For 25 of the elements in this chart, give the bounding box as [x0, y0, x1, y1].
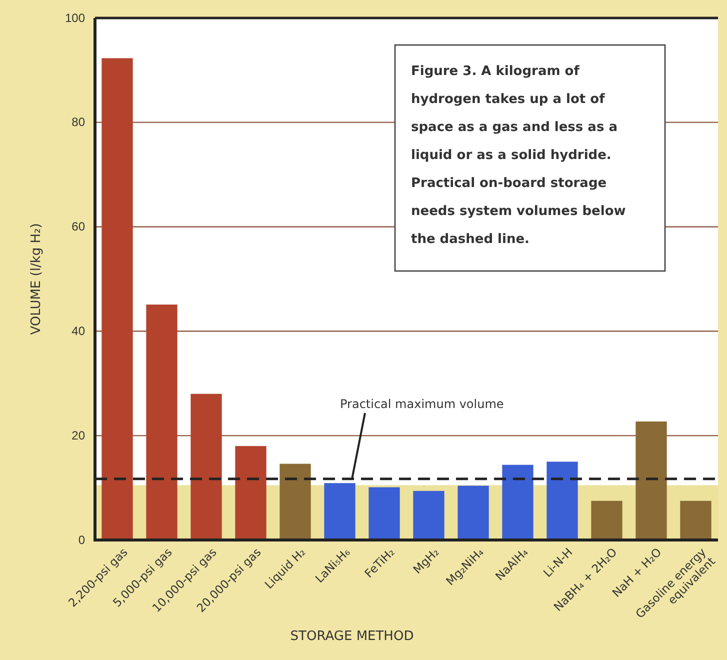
x-axis-title: STORAGE METHOD: [290, 629, 414, 644]
y-tick-label: 0: [78, 532, 86, 547]
ref-line-label: Practical maximum volume: [340, 397, 504, 411]
y-tick-label: 80: [72, 115, 86, 130]
bar: [680, 500, 712, 540]
bar: [190, 394, 222, 540]
bar: [235, 446, 266, 540]
y-tick-label: 40: [72, 324, 86, 338]
y-tick-label: 60: [72, 220, 86, 234]
y-axis-title: VOLUME (l/kg H₂): [29, 223, 44, 335]
bar: [280, 464, 311, 540]
y-tick-label: 100: [64, 10, 86, 25]
bar: [102, 58, 133, 540]
bar: [502, 464, 534, 540]
caption-box: Figure 3. A kilogram of hydrogen takes up a lot of space as a gas and less as a liquid or as a solid hydride. Practical on-board storage needs system volumes below the dashed line.: [394, 44, 666, 272]
bar: [591, 500, 622, 540]
bar: [368, 487, 400, 540]
y-tick-label: 20: [72, 428, 86, 442]
bar: [413, 490, 444, 540]
bar: [324, 483, 356, 540]
bar: [636, 422, 667, 540]
annotation: Figure 3. A kilogram of hydrogen takes up a lot of space as a gas and less as a liquid or as a solid hydride. Practical on-board storage needs system volumes below the dashed line.: [411, 64, 626, 247]
bar: [546, 462, 578, 540]
bar: [146, 304, 178, 540]
bar: [458, 486, 489, 540]
